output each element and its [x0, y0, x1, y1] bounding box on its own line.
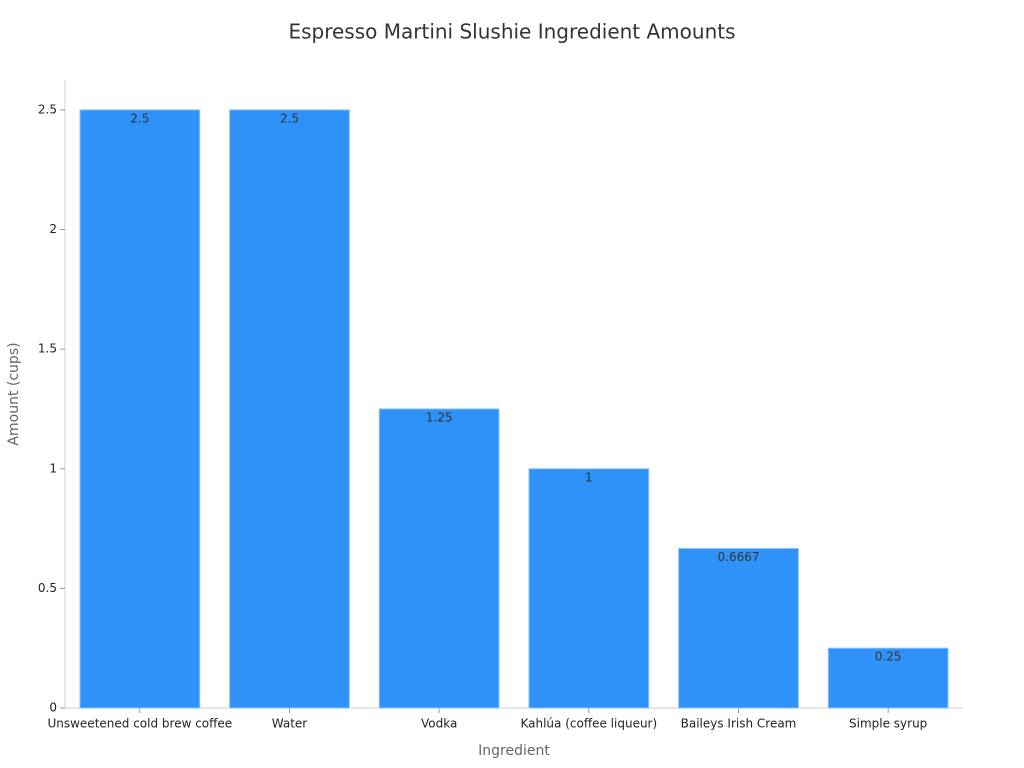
- bar: [827, 647, 949, 709]
- value-label: 0.6667: [718, 550, 760, 564]
- bar: [528, 468, 650, 709]
- bar: [229, 109, 350, 709]
- x-tick-label: Vodka: [421, 717, 457, 731]
- value-label: 1.25: [426, 410, 453, 424]
- value-label: 2.5: [280, 111, 299, 125]
- bar: [79, 109, 201, 709]
- y-tick-label: 0.5: [38, 581, 57, 595]
- y-tick-label: 1.5: [38, 342, 57, 356]
- x-tick-label: Simple syrup: [849, 717, 927, 731]
- x-tick-label: Water: [272, 717, 308, 731]
- x-axis-title: Ingredient: [478, 743, 550, 759]
- bar: [678, 547, 799, 709]
- x-tick-label: Kahlúa (coffee liqueur): [520, 717, 657, 731]
- y-tick-label: 0: [49, 701, 57, 715]
- x-tick-label: Unsweetened cold brew coffee: [47, 717, 232, 731]
- y-axis-title: Amount (cups): [6, 342, 22, 445]
- value-label: 2.5: [130, 111, 149, 125]
- y-tick-label: 1: [49, 461, 57, 475]
- chart-title: Espresso Martini Slushie Ingredient Amou…: [288, 20, 735, 44]
- x-tick-label: Baileys Irish Cream: [681, 717, 797, 731]
- y-tick-label: 2.5: [38, 102, 57, 116]
- y-tick-label: 2: [49, 222, 57, 236]
- bar: [378, 408, 500, 709]
- value-label: 0.25: [875, 650, 902, 664]
- value-label: 1: [585, 470, 593, 484]
